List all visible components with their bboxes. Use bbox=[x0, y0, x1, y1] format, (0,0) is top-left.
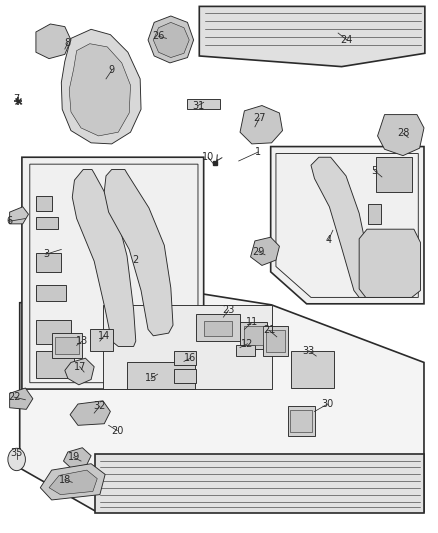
Polygon shape bbox=[174, 351, 196, 365]
Polygon shape bbox=[291, 351, 334, 388]
Polygon shape bbox=[148, 16, 194, 63]
Text: 5: 5 bbox=[371, 166, 378, 175]
Polygon shape bbox=[90, 329, 113, 351]
Polygon shape bbox=[378, 115, 424, 156]
Polygon shape bbox=[10, 207, 28, 224]
Text: 33: 33 bbox=[303, 346, 315, 356]
Polygon shape bbox=[36, 217, 58, 229]
Text: 10: 10 bbox=[202, 152, 214, 162]
Text: 30: 30 bbox=[321, 399, 334, 409]
Polygon shape bbox=[368, 204, 381, 224]
Text: 6: 6 bbox=[7, 216, 13, 226]
Polygon shape bbox=[263, 326, 288, 356]
Text: 22: 22 bbox=[8, 392, 20, 402]
Polygon shape bbox=[127, 362, 195, 389]
Polygon shape bbox=[95, 454, 424, 513]
Polygon shape bbox=[36, 285, 66, 301]
Polygon shape bbox=[69, 44, 131, 136]
Polygon shape bbox=[236, 345, 255, 356]
Text: 20: 20 bbox=[111, 426, 124, 435]
Text: 18: 18 bbox=[59, 475, 71, 484]
Polygon shape bbox=[40, 464, 105, 500]
Text: 29: 29 bbox=[252, 247, 265, 256]
Text: 15: 15 bbox=[145, 374, 157, 383]
Text: 2: 2 bbox=[133, 255, 139, 265]
Polygon shape bbox=[65, 358, 94, 385]
Text: 32: 32 bbox=[94, 401, 106, 411]
Text: 13: 13 bbox=[76, 336, 88, 346]
Text: 21: 21 bbox=[263, 326, 276, 335]
Polygon shape bbox=[244, 326, 263, 345]
Polygon shape bbox=[36, 196, 52, 211]
Polygon shape bbox=[104, 169, 173, 336]
Text: 8: 8 bbox=[65, 38, 71, 47]
Polygon shape bbox=[36, 24, 71, 59]
Text: 27: 27 bbox=[253, 114, 265, 123]
Polygon shape bbox=[174, 369, 196, 383]
Polygon shape bbox=[22, 157, 204, 389]
Text: 31: 31 bbox=[192, 101, 204, 110]
Polygon shape bbox=[72, 169, 136, 346]
Text: 26: 26 bbox=[152, 31, 165, 41]
Polygon shape bbox=[103, 305, 272, 389]
Polygon shape bbox=[36, 253, 61, 272]
Text: 23: 23 bbox=[223, 305, 235, 315]
Text: 35: 35 bbox=[11, 448, 23, 458]
Text: 24: 24 bbox=[341, 35, 353, 45]
Text: 1: 1 bbox=[255, 147, 261, 157]
Text: 7: 7 bbox=[14, 94, 20, 103]
Polygon shape bbox=[240, 322, 267, 349]
Polygon shape bbox=[20, 289, 424, 512]
Polygon shape bbox=[288, 406, 315, 436]
Polygon shape bbox=[290, 410, 312, 432]
Text: 4: 4 bbox=[325, 235, 332, 245]
Text: 3: 3 bbox=[43, 249, 49, 259]
Polygon shape bbox=[10, 388, 33, 409]
Polygon shape bbox=[55, 337, 79, 354]
Text: 17: 17 bbox=[74, 362, 86, 372]
Polygon shape bbox=[36, 351, 74, 378]
Polygon shape bbox=[199, 6, 425, 67]
Polygon shape bbox=[359, 229, 420, 297]
Text: 11: 11 bbox=[246, 318, 258, 327]
Polygon shape bbox=[153, 22, 189, 58]
Polygon shape bbox=[240, 106, 283, 144]
Polygon shape bbox=[266, 330, 285, 352]
Polygon shape bbox=[376, 157, 412, 192]
Text: 14: 14 bbox=[98, 331, 110, 341]
Polygon shape bbox=[196, 314, 240, 341]
Ellipse shape bbox=[8, 448, 25, 471]
Polygon shape bbox=[61, 29, 141, 144]
Text: 19: 19 bbox=[67, 453, 80, 462]
Polygon shape bbox=[187, 99, 220, 109]
Text: 12: 12 bbox=[241, 339, 254, 349]
Text: 16: 16 bbox=[184, 353, 197, 363]
Polygon shape bbox=[70, 401, 110, 425]
Polygon shape bbox=[64, 448, 91, 468]
Polygon shape bbox=[311, 157, 374, 297]
Polygon shape bbox=[52, 333, 82, 358]
Polygon shape bbox=[36, 320, 71, 344]
Text: 9: 9 bbox=[109, 66, 115, 75]
Polygon shape bbox=[251, 237, 279, 265]
Polygon shape bbox=[49, 470, 97, 495]
Polygon shape bbox=[271, 147, 424, 304]
Text: 28: 28 bbox=[397, 128, 409, 138]
Polygon shape bbox=[204, 321, 232, 336]
